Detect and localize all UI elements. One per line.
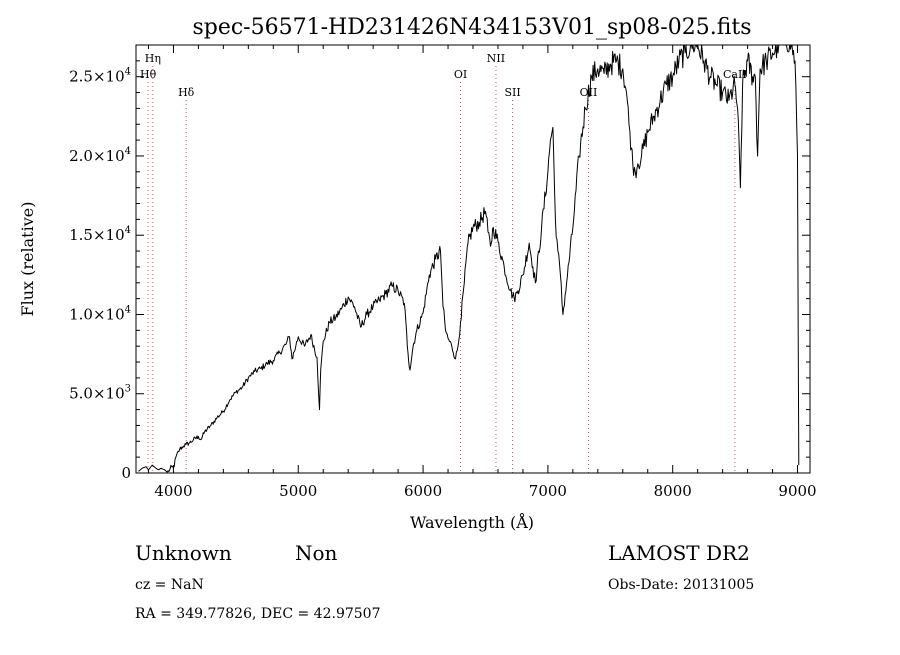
spectral-line-label: CaII [723, 68, 747, 81]
object-subclass: Non [295, 541, 338, 565]
spectral-line-label: Hθ [140, 68, 157, 81]
y-tick-mantissa: 0 [121, 464, 131, 482]
x-tick-label: 5000 [279, 482, 317, 500]
y-tick-exponent: 4 [125, 225, 131, 236]
x-tick-label: 7000 [529, 482, 567, 500]
spectral-line-label: NII [487, 52, 505, 65]
x-axis: 4000 5000 6000 7000 8000 9000 [147, 45, 817, 500]
x-tick-label: 6000 [404, 482, 442, 500]
y-tick-exponent: 4 [125, 304, 131, 315]
plot-frame [135, 44, 811, 474]
object-class: Unknown [135, 541, 232, 565]
coordinates: RA = 349.77826, DEC = 42.97507 [135, 606, 380, 622]
spectrum-series-line [138, 44, 800, 473]
y-tick-mantissa: 1.0×10 [69, 305, 125, 323]
x-tick-label: 8000 [654, 482, 692, 500]
y-tick-exponent: 4 [125, 67, 131, 78]
y-tick-exponent: 3 [125, 384, 131, 395]
y-tick-label: 0 [121, 464, 131, 482]
y-axis-label: Flux (relative) [18, 202, 37, 317]
y-tick-label: 2.5×104 [69, 67, 131, 86]
y-tick-mantissa: 5.0×10 [69, 385, 125, 403]
y-tick-mantissa: 1.5×10 [69, 226, 125, 244]
chart-title: spec-56571-HD231426N434153V01_sp08-025.f… [192, 15, 751, 40]
y-tick-label: 2.0×104 [69, 146, 131, 165]
spectral-line-label: Hδ [178, 86, 195, 99]
spectral-line-label: SII [504, 86, 520, 99]
spectral-line-label: OI [454, 68, 467, 81]
y-tick-mantissa: 2.0×10 [69, 147, 125, 165]
survey-name: LAMOST DR2 [608, 541, 750, 565]
x-tick-label: 4000 [154, 482, 192, 500]
spectral-line-label: Hη [145, 52, 161, 65]
y-tick-label: 1.5×104 [69, 225, 131, 244]
observation-date: Obs-Date: 20131005 [608, 577, 754, 593]
y-tick-label: 1.0×104 [69, 304, 131, 323]
x-tick-label: 9000 [778, 482, 816, 500]
y-tick-label: 5.0×103 [69, 384, 131, 403]
y-tick-exponent: 4 [125, 146, 131, 157]
redshift-cz: cz = NaN [135, 577, 204, 593]
y-tick-mantissa: 2.5×10 [69, 68, 125, 86]
x-axis-label: Wavelength (Å) [410, 512, 534, 532]
